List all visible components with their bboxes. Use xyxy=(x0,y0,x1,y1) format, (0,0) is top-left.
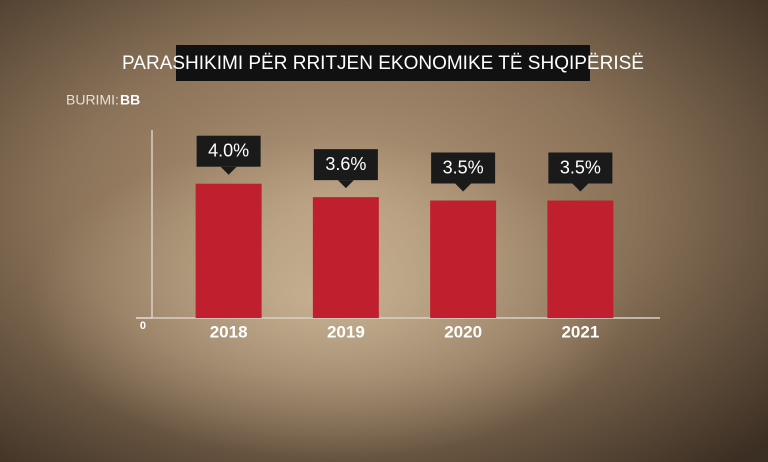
value-label: 4.0% xyxy=(208,140,249,160)
x-tick-label: 2018 xyxy=(210,322,248,341)
y-tick-label: 0 xyxy=(140,320,146,332)
title-box xyxy=(176,45,590,81)
value-label: 3.6% xyxy=(325,154,366,174)
value-label-pointer xyxy=(337,180,354,189)
value-label-box xyxy=(431,152,496,184)
bar xyxy=(195,183,262,318)
x-tick-label: 2020 xyxy=(444,322,482,341)
value-label-pointer xyxy=(455,183,472,192)
value-label: 3.5% xyxy=(443,157,484,177)
bar xyxy=(430,200,497,318)
value-label-box xyxy=(196,135,261,167)
value-label: 3.5% xyxy=(560,157,601,177)
x-tick-label: 2021 xyxy=(561,322,599,341)
source-label: BURIMI: xyxy=(66,92,119,108)
value-label-pointer xyxy=(220,166,237,175)
source: BB xyxy=(120,92,140,108)
value-label-pointer xyxy=(572,183,589,192)
chart-title: PARASHIKIMI PËR RRITJEN EKONOMIKE TË SHQ… xyxy=(122,53,644,74)
bar xyxy=(547,200,614,318)
x-tick-label: 2019 xyxy=(327,322,365,341)
value-label-box xyxy=(313,149,378,181)
bar xyxy=(312,197,379,318)
value-label-box xyxy=(548,152,613,184)
